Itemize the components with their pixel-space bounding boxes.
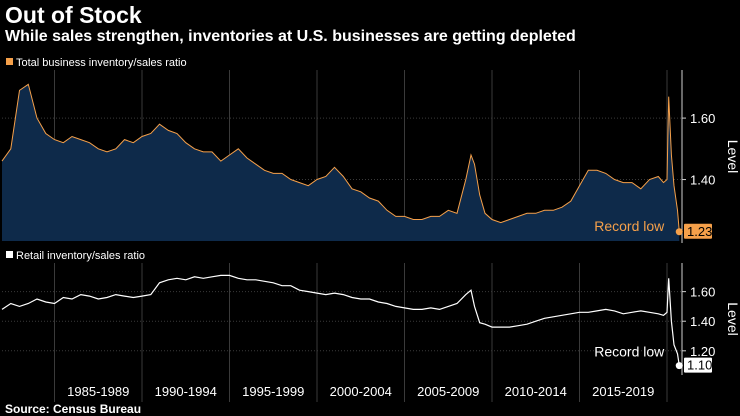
chart-title: Out of Stock (5, 2, 142, 28)
retail-gridlines (2, 263, 681, 373)
retail-panel: Retail inventory/sales ratio 1.60 1.40 1.2… (1, 250, 740, 375)
retail-legend-label: Retail inventory/sales ratio (16, 250, 145, 262)
retail-legend-swatch (6, 251, 13, 258)
business-legend-swatch (6, 58, 13, 65)
x-tick-label: 1985-1989 (67, 384, 129, 399)
business-y-ticks: 1.60 1.40 (682, 111, 715, 188)
retail-y-axis-label: Level (725, 302, 740, 335)
retail-last-value-badge (684, 357, 712, 373)
p1-tick-label: 1.60 (690, 111, 715, 126)
p2-tick-label: 1.20 (690, 344, 715, 359)
p2-tick-label: 1.60 (690, 285, 715, 300)
p2-tick-label: 1.40 (690, 314, 715, 329)
business-panel: Total business inventory/sales ratio 1.6… (1, 57, 740, 243)
p1-tick-label: 1.40 (690, 173, 715, 188)
x-tick-label: 2010-2014 (505, 384, 567, 399)
business-last-value-badge (684, 223, 712, 239)
source-note: Source: Census Bureau (5, 402, 142, 416)
retail-record-low-marker (675, 362, 683, 370)
business-line (1, 83, 680, 232)
retail-last-value: 1.10 (687, 358, 712, 373)
retail-y-ticks: 1.60 1.40 1.20 (682, 285, 715, 359)
business-area (2, 84, 680, 241)
business-legend-label: Total business inventory/sales ratio (16, 57, 187, 69)
retail-line (1, 274, 680, 366)
business-last-value: 1.23 (687, 224, 712, 239)
x-tick-label: 1990-1994 (155, 384, 217, 399)
x-axis: 1985-1989 1990-1994 1995-1999 2000-2004 2005… (54, 373, 668, 402)
x-tick-label: 1995-1999 (242, 384, 304, 399)
business-record-low-annotation: Record low (594, 218, 665, 234)
business-record-low-marker (675, 228, 683, 236)
x-tick-label: 2015-2019 (592, 384, 654, 399)
business-y-axis-label: Level (725, 140, 740, 173)
x-tick-label: 2000-2004 (330, 384, 392, 399)
x-tick-label: 2005-2009 (417, 384, 479, 399)
chart-subtitle: While sales strengthen, inventories at U… (5, 28, 576, 45)
retail-record-low-annotation: Record low (594, 344, 665, 360)
